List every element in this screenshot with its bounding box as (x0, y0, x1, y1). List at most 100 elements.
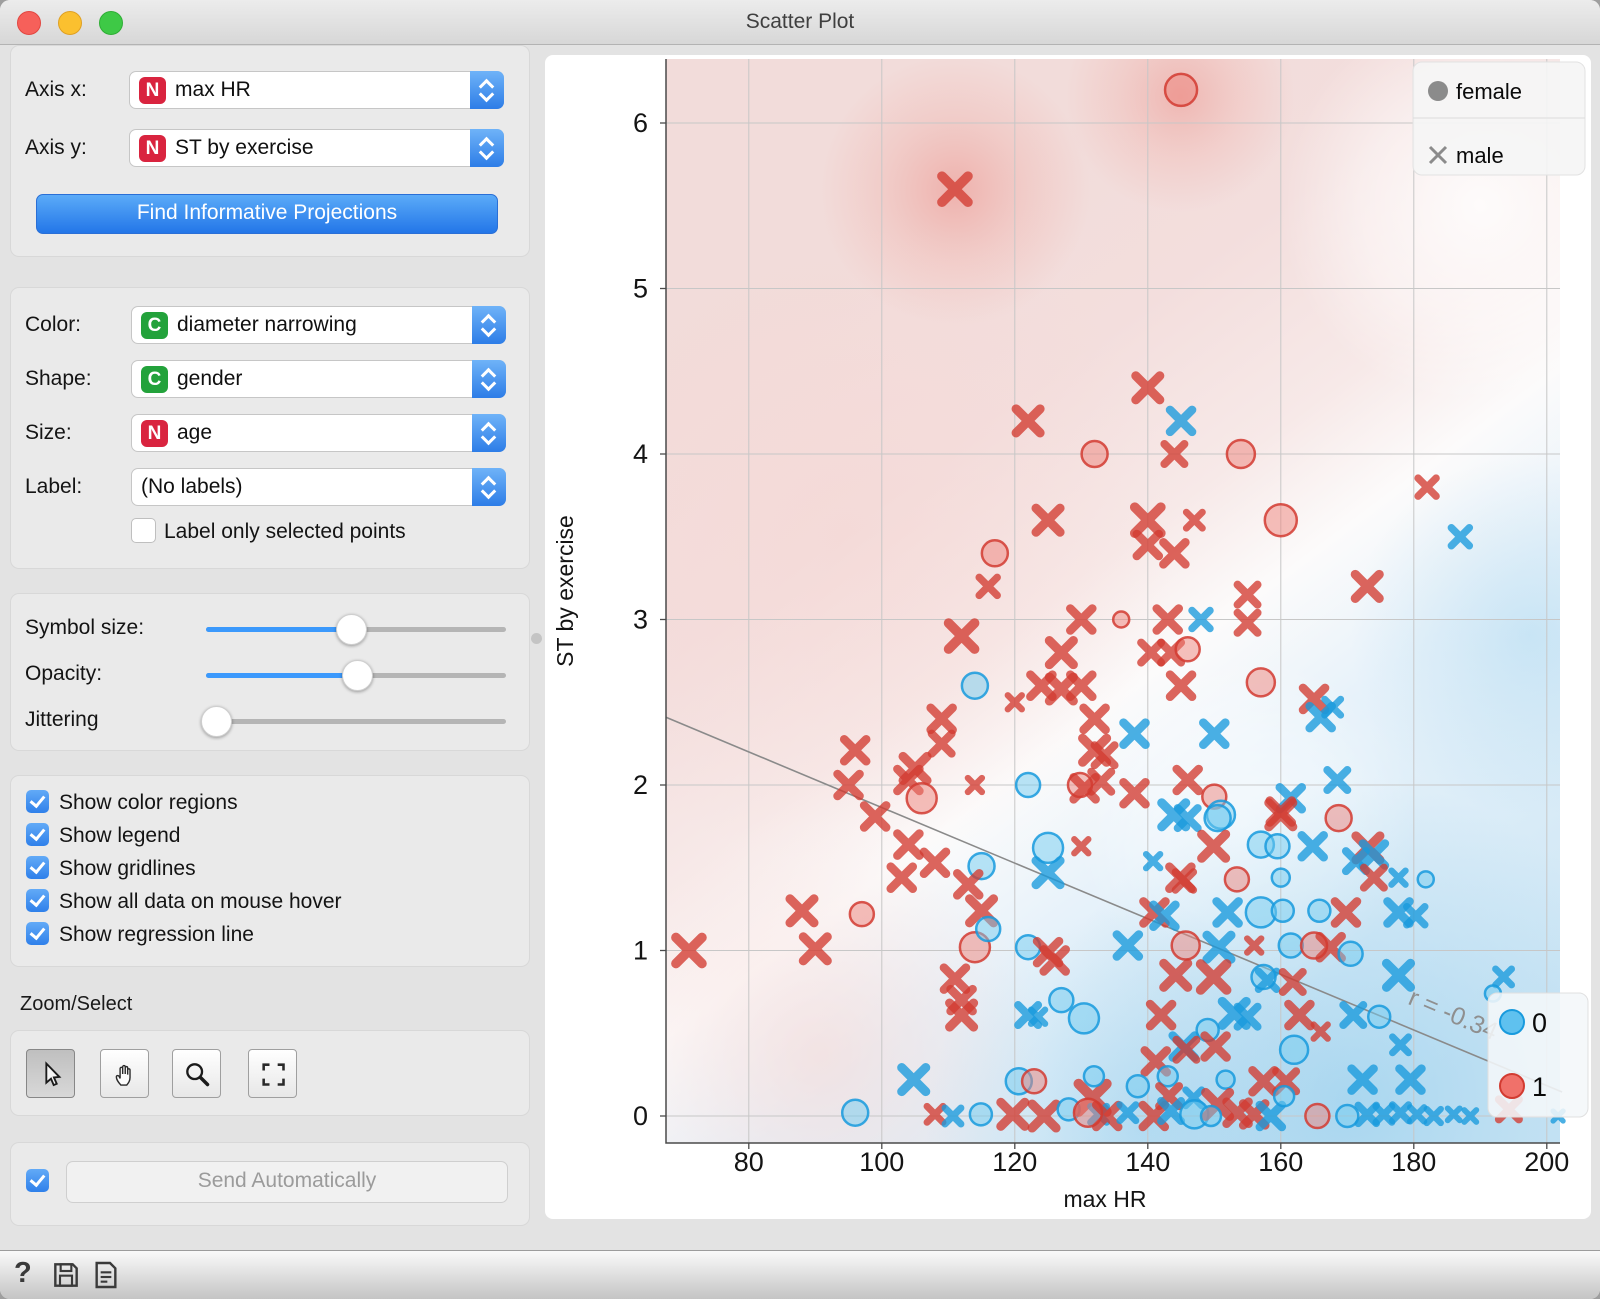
data-point[interactable] (1014, 771, 1042, 799)
data-point[interactable] (886, 862, 918, 893)
data-point[interactable] (1080, 439, 1109, 469)
data-point[interactable] (1339, 1001, 1368, 1030)
data-point[interactable] (1347, 1064, 1378, 1095)
data-point[interactable] (1403, 903, 1429, 929)
data-point[interactable] (1173, 804, 1202, 833)
fit-view-tool-button[interactable] (248, 1049, 297, 1098)
data-point[interactable] (939, 963, 971, 994)
size-dropdown[interactable]: N age (131, 414, 506, 452)
data-point[interactable] (1284, 999, 1315, 1031)
data-point[interactable] (1048, 986, 1075, 1014)
data-point[interactable] (785, 894, 819, 928)
data-point[interactable] (1254, 967, 1281, 994)
data-point[interactable] (919, 847, 951, 879)
data-point[interactable] (1414, 474, 1440, 500)
data-point[interactable] (1330, 897, 1362, 928)
zoom-tool-button[interactable] (172, 1049, 221, 1098)
data-point[interactable] (1031, 856, 1065, 890)
data-point[interactable] (1188, 606, 1214, 633)
jittering-slider[interactable] (206, 719, 506, 724)
data-point[interactable] (1067, 1002, 1101, 1035)
data-point[interactable] (1027, 1006, 1049, 1027)
chevron-updown-icon[interactable] (472, 468, 506, 506)
data-point[interactable] (1031, 503, 1065, 537)
shape-dropdown[interactable]: C gender (131, 360, 506, 398)
data-point[interactable] (923, 1102, 947, 1126)
data-point[interactable] (1199, 718, 1230, 749)
data-point[interactable] (968, 1102, 994, 1127)
data-point[interactable] (897, 1063, 931, 1097)
data-point[interactable] (859, 801, 891, 832)
axis-y-dropdown[interactable]: N ST by exercise (129, 129, 504, 167)
data-point[interactable] (1270, 867, 1292, 888)
data-point[interactable] (1461, 1107, 1480, 1125)
find-informative-projections-button[interactable]: Find Informative Projections (36, 194, 498, 234)
data-point[interactable] (1159, 538, 1190, 569)
save-icon[interactable] (50, 1259, 82, 1291)
data-point[interactable] (1233, 608, 1262, 637)
data-point[interactable] (1116, 1101, 1140, 1125)
data-point[interactable] (1245, 667, 1277, 698)
data-point[interactable] (1066, 670, 1097, 701)
data-point[interactable] (996, 1097, 1030, 1131)
data-point[interactable] (1137, 638, 1166, 667)
data-point[interactable] (1264, 832, 1291, 860)
data-point[interactable] (960, 671, 990, 700)
data-point[interactable] (1119, 718, 1150, 749)
data-point[interactable] (943, 618, 980, 654)
data-point[interactable] (1324, 803, 1353, 833)
zoom-window-button[interactable] (99, 11, 123, 35)
data-point[interactable] (1358, 839, 1390, 870)
symbol-size-slider-handle[interactable] (336, 614, 367, 645)
chevron-updown-icon[interactable] (472, 414, 506, 452)
data-point[interactable] (1248, 1065, 1279, 1097)
select-tool-button[interactable] (26, 1049, 75, 1098)
data-point[interactable] (937, 171, 973, 208)
chevron-updown-icon[interactable] (470, 71, 504, 109)
data-point[interactable] (1388, 867, 1409, 888)
data-point[interactable] (1031, 831, 1065, 865)
close-window-button[interactable] (17, 11, 41, 35)
data-point[interactable] (1278, 967, 1307, 996)
data-point[interactable] (974, 915, 1002, 943)
data-point[interactable] (1149, 900, 1180, 932)
data-point[interactable] (1423, 1105, 1444, 1127)
data-point[interactable] (1310, 1021, 1331, 1042)
data-point[interactable] (1233, 1002, 1262, 1031)
data-point[interactable] (1145, 999, 1177, 1031)
data-point[interactable] (1323, 766, 1352, 795)
report-icon[interactable] (90, 1259, 122, 1291)
data-point[interactable] (1350, 569, 1384, 603)
send-automatically-button[interactable]: Send Automatically (66, 1161, 508, 1203)
label-only-selected-checkbox[interactable] (131, 518, 156, 543)
data-point[interactable] (1157, 1097, 1186, 1126)
data-point[interactable] (1172, 1035, 1201, 1064)
data-point[interactable] (1039, 945, 1070, 976)
data-point[interactable] (671, 932, 707, 969)
data-point[interactable] (1263, 502, 1299, 538)
data-point[interactable] (1200, 1031, 1231, 1062)
data-point[interactable] (1142, 850, 1164, 872)
data-point[interactable] (1264, 798, 1298, 832)
data-point[interactable] (1165, 405, 1197, 437)
data-point[interactable] (941, 1104, 965, 1128)
show-gridlines-checkbox[interactable] (26, 856, 49, 879)
data-point[interactable] (1170, 930, 1201, 961)
data-point[interactable] (1215, 1069, 1236, 1090)
data-point[interactable] (1160, 440, 1189, 468)
help-icon[interactable]: ? (14, 1257, 32, 1289)
data-point[interactable] (1406, 1104, 1428, 1125)
data-point[interactable] (1044, 636, 1078, 670)
show-color-regions-checkbox[interactable] (26, 790, 49, 813)
data-point[interactable] (926, 703, 957, 735)
titlebar[interactable]: Scatter Plot (0, 0, 1600, 45)
data-point[interactable] (980, 539, 1010, 568)
send-automatically-checkbox[interactable] (26, 1169, 49, 1192)
data-point[interactable] (1202, 930, 1236, 964)
data-point[interactable] (1223, 866, 1251, 893)
data-point[interactable] (1359, 863, 1388, 892)
data-point[interactable] (1416, 870, 1436, 889)
data-point[interactable] (1111, 610, 1131, 629)
data-point[interactable] (1174, 636, 1201, 663)
opacity-slider-handle[interactable] (342, 660, 373, 691)
